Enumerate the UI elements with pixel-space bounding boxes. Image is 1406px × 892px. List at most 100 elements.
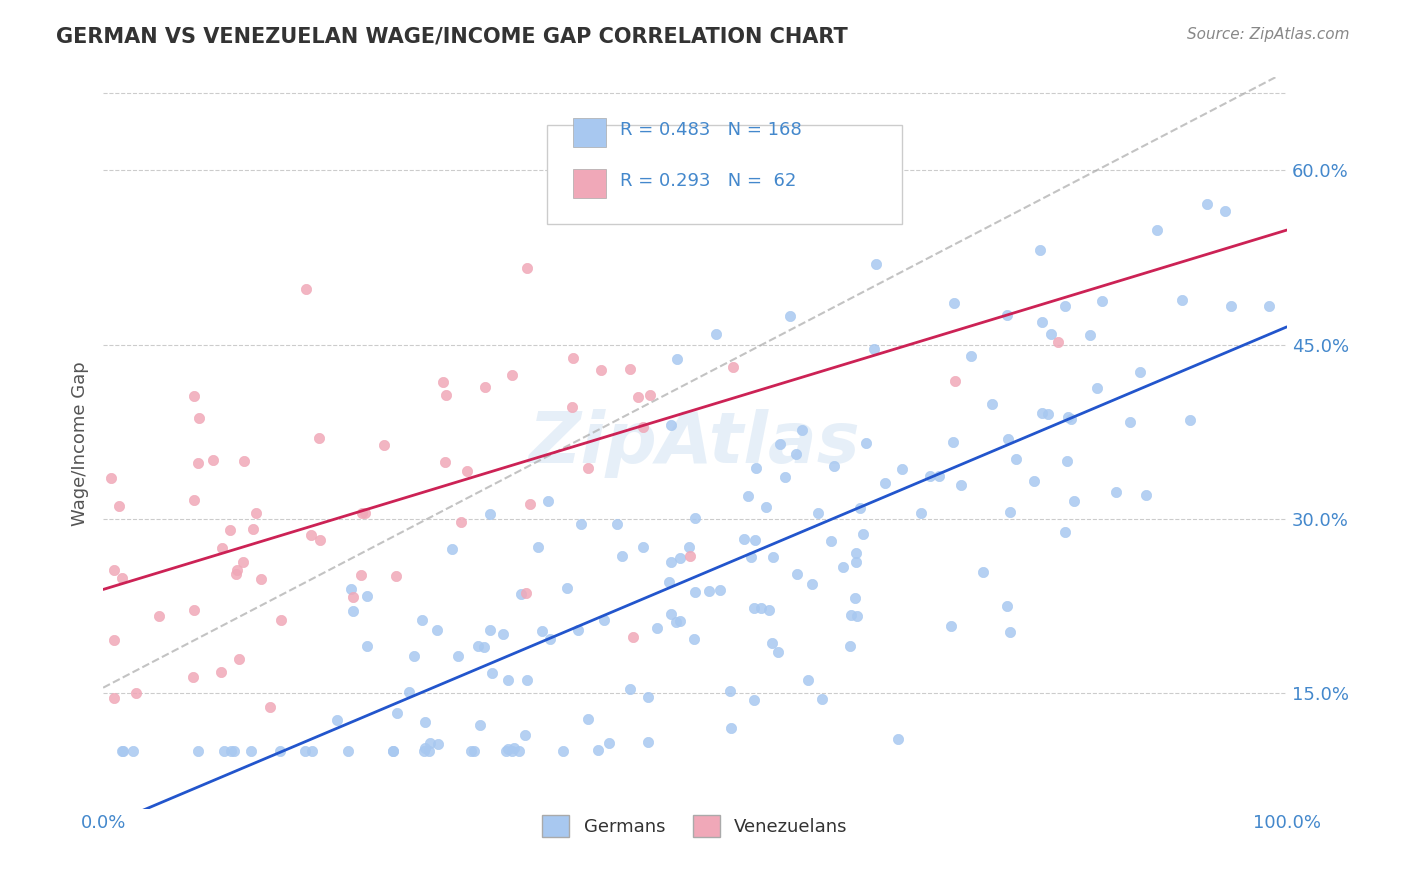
Point <box>434 455 457 469</box>
Point <box>1056 453 1078 467</box>
Point <box>418 744 440 758</box>
Point <box>998 624 1021 639</box>
Point <box>766 645 789 659</box>
Point <box>606 516 628 531</box>
Point <box>807 506 830 520</box>
Point <box>678 541 700 555</box>
Point <box>1178 412 1201 426</box>
Point <box>141 814 163 828</box>
Point <box>704 326 727 341</box>
Point <box>862 342 884 356</box>
Point <box>538 632 561 646</box>
Point <box>510 587 533 601</box>
Point <box>413 740 436 755</box>
Point <box>354 506 377 520</box>
Point <box>232 555 254 569</box>
Point <box>110 571 132 585</box>
Point <box>111 744 134 758</box>
Point <box>122 744 145 758</box>
Point <box>474 380 496 394</box>
Point <box>737 489 759 503</box>
Point <box>450 515 472 529</box>
Point <box>631 540 654 554</box>
Point <box>301 744 323 758</box>
Point <box>1213 204 1236 219</box>
Point <box>492 627 515 641</box>
Point <box>342 590 364 604</box>
Point <box>495 744 517 758</box>
Point <box>508 744 530 758</box>
Point <box>839 608 862 623</box>
Point <box>761 635 783 649</box>
Point <box>665 352 688 367</box>
Point <box>855 435 877 450</box>
Point <box>576 712 599 726</box>
Point <box>995 599 1018 613</box>
Point <box>980 397 1002 411</box>
Point <box>404 649 426 664</box>
Point <box>183 493 205 508</box>
Point <box>745 461 768 475</box>
Point <box>659 607 682 622</box>
Point <box>411 613 433 627</box>
Point <box>683 584 706 599</box>
Point <box>385 706 408 720</box>
Point <box>972 565 994 579</box>
Point <box>295 282 318 296</box>
Point <box>849 500 872 515</box>
Point <box>845 555 868 569</box>
Point <box>1029 244 1052 258</box>
Point <box>502 740 524 755</box>
Point <box>1040 326 1063 341</box>
Point <box>742 693 765 707</box>
Point <box>669 551 692 566</box>
Point <box>1004 451 1026 466</box>
Point <box>838 639 860 653</box>
Point <box>294 744 316 758</box>
Point <box>1129 365 1152 379</box>
Point <box>515 728 537 742</box>
Point <box>103 632 125 647</box>
Point <box>637 734 659 748</box>
Point <box>385 568 408 582</box>
Point <box>479 624 502 638</box>
Legend: Germans, Venezuelans: Germans, Venezuelans <box>536 807 855 844</box>
Point <box>356 589 378 603</box>
Point <box>1146 223 1168 237</box>
Point <box>576 461 599 475</box>
Point <box>1078 328 1101 343</box>
Point <box>228 652 250 666</box>
Point <box>413 744 436 758</box>
Point <box>202 453 225 467</box>
Point <box>832 560 855 574</box>
FancyBboxPatch shape <box>574 118 606 147</box>
Point <box>250 572 273 586</box>
Point <box>530 624 553 638</box>
Point <box>183 388 205 402</box>
Point <box>1091 294 1114 309</box>
Point <box>1060 412 1083 426</box>
Point <box>943 374 966 388</box>
Point <box>758 603 780 617</box>
Point <box>299 528 322 542</box>
Point <box>225 567 247 582</box>
Point <box>339 582 361 596</box>
Point <box>1063 493 1085 508</box>
Point <box>910 507 932 521</box>
Point <box>709 582 731 597</box>
Point <box>352 506 374 520</box>
Point <box>441 541 464 556</box>
Point <box>270 613 292 627</box>
Point <box>269 744 291 758</box>
Point <box>1085 381 1108 395</box>
Point <box>467 639 489 653</box>
Point <box>845 609 868 624</box>
Point <box>103 562 125 576</box>
Point <box>1047 334 1070 349</box>
Point <box>111 744 134 758</box>
Point <box>918 468 941 483</box>
Point <box>219 744 242 758</box>
Point <box>349 568 371 582</box>
Text: R = 0.483   N = 168: R = 0.483 N = 168 <box>620 121 803 139</box>
Point <box>356 639 378 653</box>
